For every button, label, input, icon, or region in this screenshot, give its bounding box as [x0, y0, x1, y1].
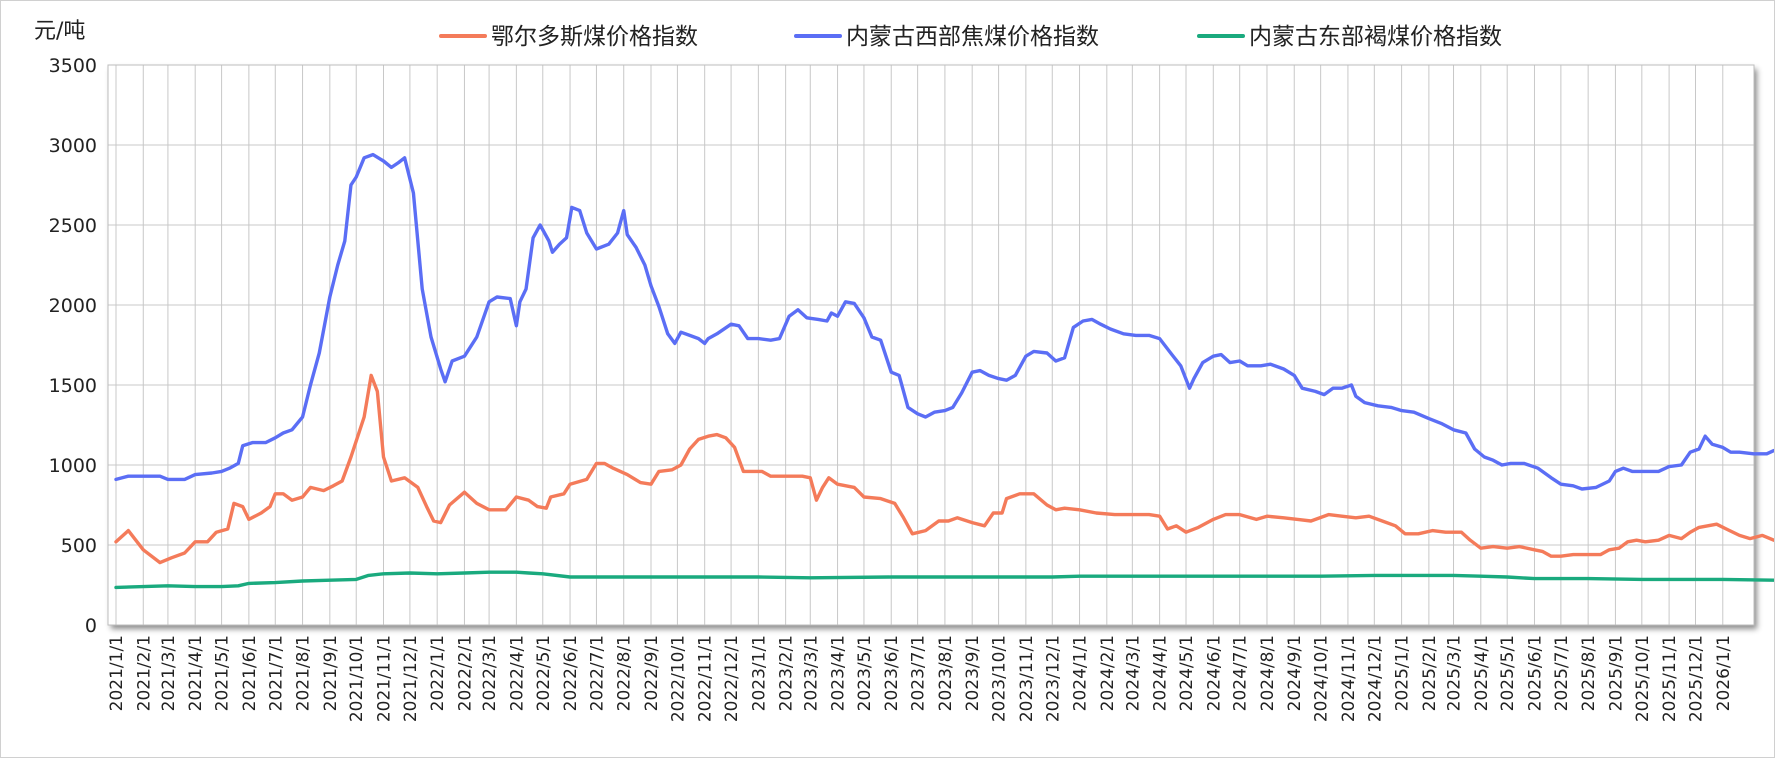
x-tick-label: 2024/6/1 — [1204, 635, 1224, 711]
x-tick-label: 2021/12/1 — [401, 635, 421, 722]
x-tick-label: 2023/12/1 — [1043, 635, 1063, 722]
x-tick-label: 2021/11/1 — [375, 635, 395, 722]
x-tick-label: 2025/9/1 — [1606, 635, 1626, 711]
y-tick-label: 0 — [85, 615, 97, 637]
legend-label-2: 内蒙古西部焦煤价格指数 — [846, 24, 1099, 50]
x-tick-label: 2021/7/1 — [266, 635, 286, 711]
x-tick-label: 2024/5/1 — [1177, 635, 1197, 711]
x-tick-label: 2021/6/1 — [240, 635, 260, 711]
x-tick-label: 2022/10/1 — [668, 635, 688, 722]
x-tick-label: 2025/2/1 — [1420, 635, 1440, 711]
x-tick-label: 2024/3/1 — [1123, 635, 1143, 711]
x-tick-label: 2022/4/1 — [507, 635, 527, 711]
x-tick-label: 2025/3/1 — [1445, 635, 1465, 711]
x-tick-label: 2026/1/1 — [1714, 635, 1734, 711]
x-tick-label: 2024/10/1 — [1312, 635, 1332, 722]
y-tick-label: 2000 — [49, 295, 97, 317]
grid-lines — [107, 64, 1755, 626]
x-tick-label: 2022/11/1 — [696, 635, 716, 722]
x-tick-label: 2021/5/1 — [213, 635, 233, 711]
legend-label-3: 内蒙古东部褐煤价格指数 — [1249, 24, 1502, 50]
x-tick-label: 2021/4/1 — [186, 635, 206, 711]
x-tick-label: 2022/1/1 — [428, 635, 448, 711]
legend: 鄂尔多斯煤价格指数 内蒙古西部焦煤价格指数 内蒙古东部褐煤价格指数 — [439, 24, 1502, 50]
x-tick-label: 2024/7/1 — [1231, 635, 1251, 711]
y-tick-label: 3500 — [49, 55, 97, 77]
y-axis-unit-label: 元/吨 — [34, 19, 85, 44]
x-tick-label: 2022/9/1 — [642, 635, 662, 711]
x-tick-label: 2021/9/1 — [321, 635, 341, 711]
x-tick-label: 2025/1/1 — [1393, 635, 1413, 711]
x-tick-label: 2021/2/1 — [134, 635, 154, 711]
x-tick-label: 2023/8/1 — [936, 635, 956, 711]
x-tick-label: 2022/8/1 — [615, 635, 635, 711]
x-tick-label: 2022/12/1 — [722, 635, 742, 722]
x-tick-label: 2024/4/1 — [1151, 635, 1171, 711]
x-tick-label: 2021/8/1 — [294, 635, 314, 711]
x-tick-label: 2023/6/1 — [882, 635, 902, 711]
x-tick-label: 2025/8/1 — [1579, 635, 1599, 711]
x-tick-label: 2023/11/1 — [1017, 635, 1037, 722]
x-tick-label: 2022/7/1 — [587, 635, 607, 711]
x-tick-label: 2025/5/1 — [1498, 635, 1518, 711]
y-tick-label: 500 — [61, 535, 97, 557]
x-tick-label: 2023/9/1 — [963, 635, 983, 711]
x-tick-label: 2023/4/1 — [829, 635, 849, 711]
x-tick-label: 2024/1/1 — [1071, 635, 1091, 711]
y-axis-ticks: 0 500 1000 1500 2000 2500 3000 3500 — [49, 55, 97, 637]
x-tick-label: 2023/3/1 — [801, 635, 821, 711]
x-tick-label: 2024/11/1 — [1339, 635, 1359, 722]
y-tick-label: 2500 — [49, 215, 97, 237]
series-line-2 — [114, 152, 1774, 491]
x-tick-label: 2021/10/1 — [347, 635, 367, 722]
legend-label-1: 鄂尔多斯煤价格指数 — [491, 24, 698, 50]
x-tick-label: 2024/12/1 — [1365, 635, 1385, 722]
x-tick-label: 2025/6/1 — [1525, 635, 1545, 711]
x-tick-label: 2021/1/1 — [107, 635, 127, 711]
x-tick-label: 2023/1/1 — [749, 635, 769, 711]
y-tick-label: 1500 — [49, 375, 97, 397]
x-tick-label: 2022/6/1 — [561, 635, 581, 711]
x-tick-label: 2022/5/1 — [534, 635, 554, 711]
series-line-3 — [114, 570, 1774, 590]
x-tick-label: 2025/11/1 — [1660, 635, 1680, 722]
x-tick-label: 2025/10/1 — [1633, 635, 1653, 722]
x-tick-label: 2022/2/1 — [455, 635, 475, 711]
x-tick-label: 2023/7/1 — [909, 635, 929, 711]
x-tick-label: 2025/12/1 — [1687, 635, 1707, 722]
x-tick-label: 2024/2/1 — [1098, 635, 1118, 711]
x-axis-ticks: 2021/1/1 2021/2/1 2021/3/1 2021/4/1 2021/5/1… — [107, 635, 1734, 722]
series-line-1 — [114, 373, 1774, 565]
x-tick-label: 2023/10/1 — [990, 635, 1010, 722]
y-tick-label: 3000 — [49, 135, 97, 157]
x-tick-label: 2021/3/1 — [159, 635, 179, 711]
x-tick-label: 2024/9/1 — [1285, 635, 1305, 711]
series-lines — [114, 152, 1774, 590]
x-tick-label: 2024/8/1 — [1258, 635, 1278, 711]
x-tick-label: 2022/3/1 — [480, 635, 500, 711]
x-tick-label: 2025/7/1 — [1552, 635, 1572, 711]
x-tick-label: 2025/4/1 — [1472, 635, 1492, 711]
x-tick-label: 2023/5/1 — [855, 635, 875, 711]
plot-border — [107, 64, 1755, 626]
x-tick-label: 2023/2/1 — [777, 635, 797, 711]
y-tick-label: 1000 — [49, 455, 97, 477]
